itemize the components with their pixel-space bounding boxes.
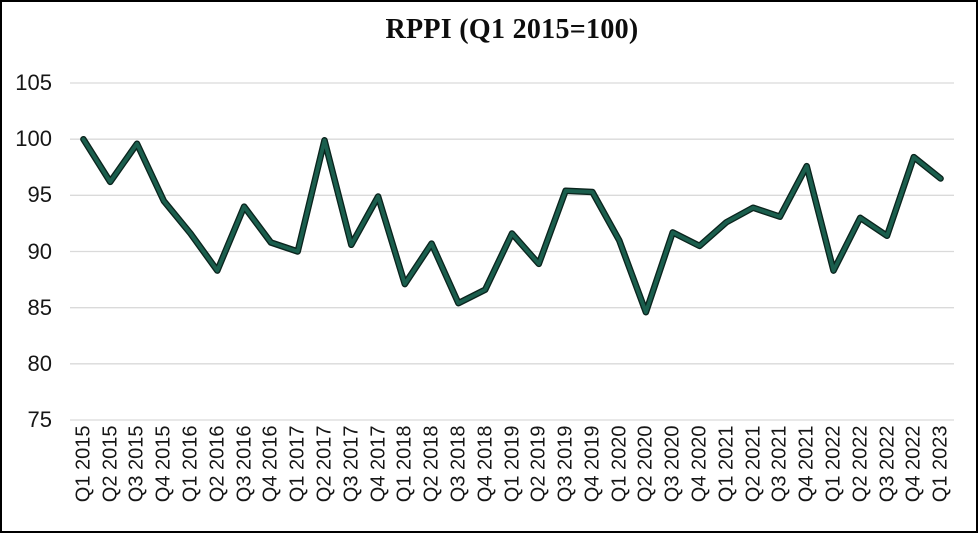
y-tick-label: 90 bbox=[27, 238, 52, 264]
x-tick-label: Q4 2018 bbox=[474, 425, 497, 503]
x-tick-label: Q1 2018 bbox=[393, 425, 416, 503]
y-tick-label: 100 bbox=[15, 126, 52, 152]
x-tick-label: Q3 2015 bbox=[125, 425, 148, 503]
x-tick-label: Q4 2015 bbox=[152, 425, 175, 503]
x-tick-label: Q3 2021 bbox=[768, 425, 791, 503]
x-tick-label: Q2 2021 bbox=[742, 425, 765, 503]
x-tick-label: Q3 2019 bbox=[554, 425, 577, 503]
x-tick-label: Q3 2017 bbox=[340, 425, 363, 503]
x-tick-label: Q4 2022 bbox=[902, 425, 925, 503]
data-series-line bbox=[81, 137, 943, 315]
x-tick-label: Q2 2020 bbox=[634, 425, 657, 503]
x-tick-label: Q1 2021 bbox=[715, 425, 738, 503]
y-tick-label: 85 bbox=[27, 294, 52, 320]
data-series-outline bbox=[80, 135, 944, 316]
y-tick-label: 105 bbox=[15, 70, 52, 95]
x-tick-label: Q1 2019 bbox=[501, 425, 523, 503]
x-tick-label: Q2 2019 bbox=[527, 425, 550, 503]
x-tick-label: Q4 2019 bbox=[581, 425, 604, 503]
y-tick-label: 75 bbox=[27, 407, 52, 432]
x-tick-label: Q3 2022 bbox=[876, 425, 899, 503]
chart-title: RPPI (Q1 2015=100) bbox=[385, 14, 639, 45]
x-tick-label: Q2 2018 bbox=[420, 425, 443, 503]
x-tick-label: Q1 2016 bbox=[179, 425, 202, 503]
x-tick-label: Q4 2020 bbox=[688, 425, 711, 503]
y-tick-label: 95 bbox=[27, 182, 52, 208]
y-tick-label: 80 bbox=[27, 350, 52, 376]
x-tick-label: Q1 2022 bbox=[822, 425, 845, 503]
x-tick-label: Q2 2015 bbox=[99, 425, 122, 503]
x-tick-label: Q1 2023 bbox=[929, 425, 952, 503]
x-tick-label: Q2 2017 bbox=[313, 425, 336, 503]
x-tick-label: Q3 2018 bbox=[447, 425, 470, 503]
x-tick-label: Q1 2020 bbox=[608, 425, 631, 503]
x-tick-label: Q1 2017 bbox=[286, 425, 309, 503]
x-tick-label: Q3 2016 bbox=[233, 425, 256, 503]
x-tick-label: Q2 2016 bbox=[206, 425, 229, 503]
x-tick-label: Q4 2017 bbox=[367, 425, 390, 503]
x-tick-label: Q4 2016 bbox=[259, 425, 282, 503]
x-tick-label: Q4 2021 bbox=[795, 425, 818, 503]
x-tick-label: Q2 2022 bbox=[849, 425, 872, 503]
x-tick-label: Q1 2015 bbox=[72, 425, 95, 503]
x-tick-label: Q3 2020 bbox=[661, 425, 684, 503]
